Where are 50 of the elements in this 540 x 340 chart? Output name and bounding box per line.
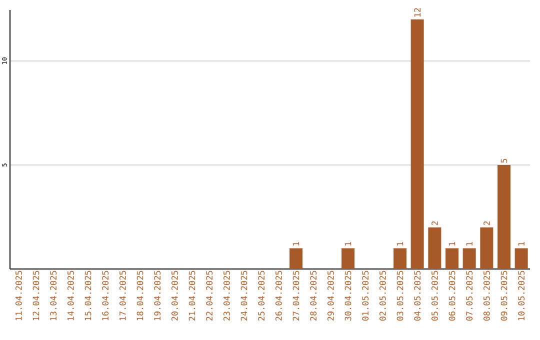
bar bbox=[428, 227, 442, 269]
x-tick-label: 08.05.2025 bbox=[483, 270, 490, 321]
x-tick-label: 26.04.2025 bbox=[275, 270, 282, 321]
data-label: 1 bbox=[518, 242, 524, 246]
bar bbox=[394, 248, 407, 269]
data-label: 1 bbox=[344, 242, 352, 246]
data-label: 1 bbox=[466, 242, 472, 246]
x-tick-label: 04.05.2025 bbox=[414, 270, 421, 321]
x-tick-label: 18.04.2025 bbox=[136, 270, 144, 320]
x-tick-label: 09.05.2025 bbox=[500, 270, 508, 321]
x-tick-label: 15.04.2025 bbox=[84, 270, 92, 320]
data-label: 2 bbox=[432, 221, 438, 226]
x-tick-label: 12.04.2025 bbox=[32, 270, 40, 320]
x-tick-label: 23.04.2025 bbox=[223, 270, 230, 321]
x-tick-label: 16.04.2025 bbox=[102, 270, 109, 320]
data-label: 1 bbox=[448, 242, 456, 246]
bar bbox=[290, 248, 302, 269]
data-label: 1 bbox=[292, 242, 300, 246]
x-tick-label: 06.05.2025 bbox=[448, 270, 456, 321]
bar bbox=[410, 19, 424, 269]
x-tick-label: 28.04.2025 bbox=[310, 270, 317, 321]
bar bbox=[480, 227, 494, 269]
data-label: 2 bbox=[484, 221, 490, 226]
x-tick-label: 05.05.2025 bbox=[431, 270, 438, 321]
x-tick-label: 22.04.2025 bbox=[206, 270, 213, 321]
x-tick-label: 10.05.2025 bbox=[518, 270, 525, 320]
x-tick-label: 13.04.2025 bbox=[50, 270, 57, 320]
x-tick-label: 11.04.2025 bbox=[15, 270, 22, 320]
bar bbox=[446, 248, 459, 269]
x-tick-label: 01.05.2025 bbox=[362, 270, 369, 321]
bar bbox=[342, 248, 355, 269]
x-tick-label: 24.04.2025 bbox=[240, 270, 248, 321]
bar bbox=[462, 248, 476, 269]
x-tick-label: 27.04.2025 bbox=[292, 270, 300, 321]
x-tick-label: 20.04.2025 bbox=[171, 270, 178, 321]
bar bbox=[498, 164, 511, 269]
x-tick-label: 25.04.2025 bbox=[258, 270, 265, 321]
x-tick-label: 21.04.2025 bbox=[188, 270, 196, 321]
data-label: 12 bbox=[414, 8, 420, 17]
bar bbox=[514, 248, 528, 269]
data-label: 5 bbox=[500, 158, 508, 163]
x-tick-label: 30.04.2025 bbox=[344, 270, 352, 321]
x-tick-label: 14.04.2025 bbox=[67, 270, 74, 320]
x-tick-label: 19.04.2025 bbox=[154, 270, 161, 320]
x-tick-label: 07.05.2025 bbox=[466, 270, 473, 321]
x-tick-label: 02.05.2025 bbox=[379, 270, 386, 321]
x-tick-label: 17.04.2025 bbox=[119, 270, 126, 320]
x-tick-label: 29.04.2025 bbox=[327, 270, 334, 321]
x-tick-label: 03.05.2025 bbox=[396, 270, 404, 321]
data-label: 1 bbox=[396, 242, 404, 246]
